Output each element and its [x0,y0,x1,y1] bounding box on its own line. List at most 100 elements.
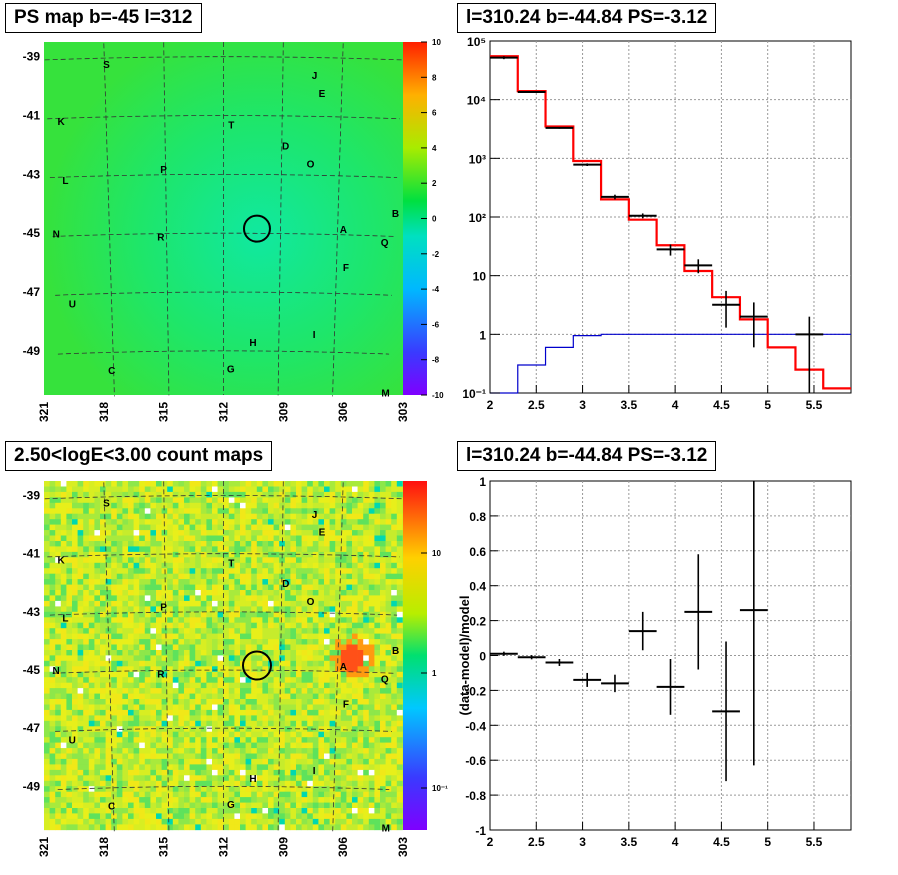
count-map-pixel [44,791,50,798]
count-map-pixel [212,535,218,542]
count-map-pixel [156,573,162,580]
count-map-pixel [234,802,241,809]
count-map-pixel [206,551,213,558]
count-map-pixel [268,742,274,749]
count-map-pixel [189,748,196,754]
count-map-pixel [116,720,123,727]
count-map-pixel [111,769,118,776]
count-map-pixel [206,742,213,749]
count-map-pixel [44,660,50,667]
count-map-pixel [116,791,123,798]
count-map-pixel [111,808,118,814]
count-map-pixel [234,628,241,634]
count-map-pixel [156,715,162,722]
count-map-pixel [223,726,230,733]
count-map-pixel [150,742,157,749]
count-map-pixel [200,720,207,727]
count-map-pixel [251,769,258,776]
count-map-pixel [256,633,263,640]
count-map-pixel [144,530,151,536]
count-map-pixel [94,524,101,531]
count-map-pixel [290,611,297,618]
count-map-pixel [88,519,95,525]
count-map-pixel [55,742,62,749]
count-map-pixel [60,573,67,580]
count-map-pixel [184,508,190,515]
count-map-pixel [312,497,319,504]
count-map-pixel [167,579,174,585]
count-map-pixel [357,546,364,553]
count-map-pixel [368,802,375,809]
count-map-pixel [111,791,118,798]
count-map-pixel [161,639,168,645]
count-map-pixel [290,595,297,602]
count-map-pixel [83,497,90,504]
count-map-pixel [178,677,185,683]
count-map-pixel [301,758,308,765]
count-map-pixel [396,808,403,814]
count-map-pixel [156,802,162,809]
count-map-pixel [273,584,280,591]
count-map-pixel [88,737,95,743]
count-map-pixel [150,720,157,727]
count-map-pixel [363,497,370,504]
count-map-pixel [340,797,347,803]
count-map-pixel [49,562,56,569]
count-map-pixel [234,818,241,825]
count-map-pixel [66,818,73,825]
count-map-pixel [144,797,151,803]
count-map-pixel [49,758,56,765]
count-map-pixel [268,715,274,722]
count-map-pixel [312,600,319,607]
count-map-pixel [206,497,213,504]
count-map-pixel [368,497,375,504]
count-map-pixel [94,611,101,618]
count-map-pixel [83,551,90,558]
count-map-pixel [60,628,67,634]
count-map-pixel [184,699,190,705]
x-tick-label: 5.5 [806,835,823,849]
count-map-pixel [212,660,218,667]
count-map-pixel [380,530,386,536]
count-map-pixel [122,797,129,803]
count-map-pixel [268,737,274,743]
count-map-pixel [206,611,213,618]
count-map-pixel [55,688,62,694]
count-map-pixel [262,693,269,700]
count-map-pixel [228,530,235,536]
count-map-pixel [60,595,67,602]
count-map-pixel [167,600,174,607]
count-map-pixel [77,644,84,651]
count-map-pixel [172,606,179,613]
count-map-pixel [223,753,230,760]
count-map-pixel [195,824,202,831]
count-map-pixel [290,562,297,569]
count-map-pixel [256,562,263,569]
count-map-pixel [133,600,140,607]
count-map-pixel [156,497,162,504]
count-map-pixel [144,737,151,743]
count-map-pixel [335,644,342,651]
count-map-pixel [380,519,386,525]
count-map-pixel [245,818,252,825]
count-map-pixel [290,650,297,656]
count-map-pixel [189,802,196,809]
residual-y-axis-label: (data-model)/model [457,596,472,716]
count-map-pixel [307,780,314,787]
count-map-pixel [380,644,386,651]
count-map-pixel [273,764,280,771]
count-map-pixel [217,600,224,607]
count-map-pixel [234,808,241,814]
count-map-pixel [329,758,336,765]
count-map-pixel [105,688,112,694]
count-map-pixel [374,813,381,820]
count-map-pixel [324,660,330,667]
count-map-pixel [251,622,258,629]
count-map-pixel [66,524,73,531]
count-map-pixel [312,502,319,509]
count-map-pixel [139,758,146,765]
count-map-pixel [296,557,302,564]
count-map-pixel [385,644,392,651]
count-map-pixel [144,584,151,591]
count-map-pixel [122,611,129,618]
